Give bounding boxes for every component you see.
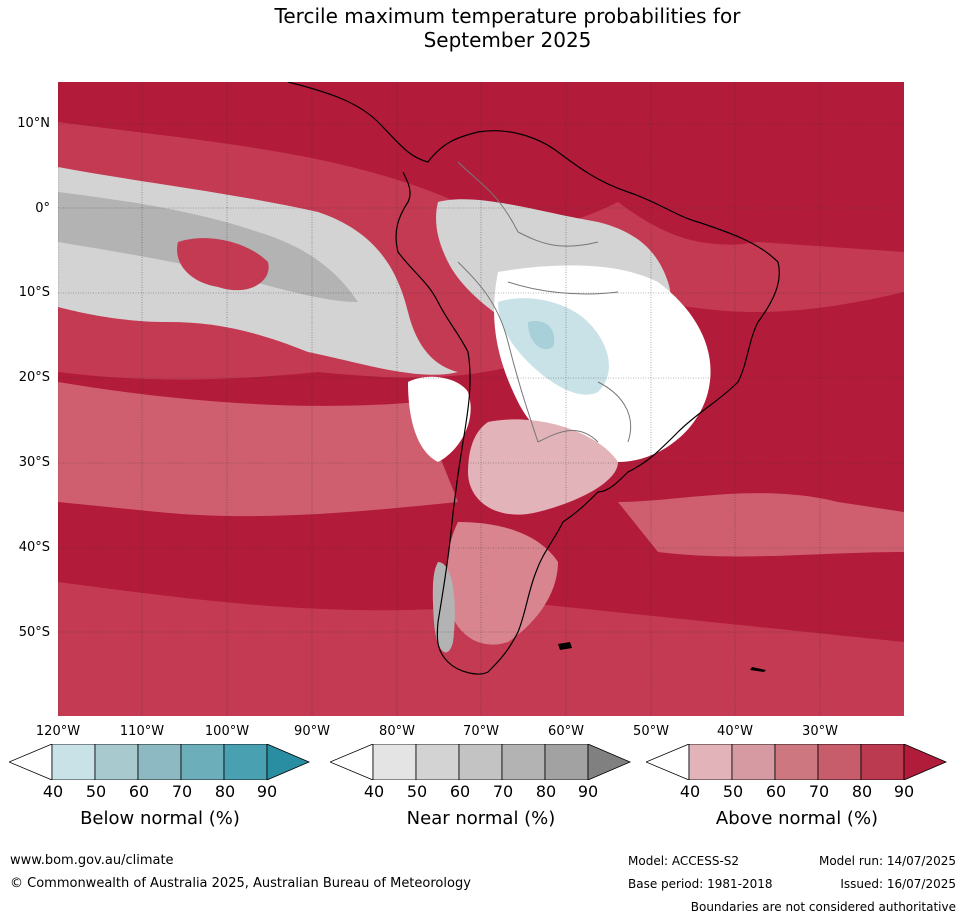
disclaimer-text: Boundaries are not considered authoritat… — [690, 900, 956, 914]
lon-label-70w: 70°W — [463, 724, 499, 739]
above-normal-label: Above normal (%) — [715, 808, 879, 829]
graticule — [58, 82, 904, 716]
lon-label-90w: 90°W — [294, 724, 330, 739]
below-tick-40: 40 — [42, 782, 64, 801]
lon-label-80w: 80°W — [379, 724, 415, 739]
below-tick-80: 80 — [214, 782, 236, 801]
below-normal-label: Below normal (%) — [80, 808, 240, 829]
coastline — [287, 82, 780, 675]
colorbar-swatch — [180, 744, 225, 780]
near-normal-label: Near normal (%) — [406, 808, 556, 829]
below-tick-60: 60 — [128, 782, 150, 801]
lat-label-0: 0° — [35, 201, 50, 216]
colorbar-swatch — [415, 744, 460, 780]
above-tick-70: 70 — [808, 782, 830, 801]
above-tick-80: 80 — [851, 782, 873, 801]
near-normal-colorbar — [330, 744, 632, 780]
lat-label-30s: 30°S — [18, 455, 50, 470]
lon-label-120w: 120°W — [35, 724, 81, 739]
issued-text: Issued: 16/07/2025 — [840, 877, 956, 891]
colorbar-swatch — [731, 744, 776, 780]
lon-label-60w: 60°W — [548, 724, 584, 739]
colorbar-swatch — [458, 744, 503, 780]
below-normal-colorbar — [9, 744, 311, 780]
below-tick-90: 90 — [256, 782, 278, 801]
above-normal-colorbar — [646, 744, 948, 780]
colorbar-swatch — [94, 744, 139, 780]
colorbar-left-extension — [646, 744, 690, 780]
lon-label-50w: 50°W — [633, 724, 669, 739]
colorbar-swatch — [817, 744, 862, 780]
andes-near-normal — [408, 376, 471, 462]
country-borders — [457, 161, 632, 443]
title-line-1: Tercile maximum temperature probabilitie… — [274, 4, 741, 28]
colorbar-left-extension — [9, 744, 53, 780]
pantanal-below-core — [528, 321, 555, 350]
above-tick-40: 40 — [679, 782, 701, 801]
patagonia-near-normal — [432, 562, 455, 653]
lat-label-40s: 40°S — [18, 540, 50, 555]
near-tick-60: 60 — [449, 782, 471, 801]
lat-label-10s: 10°S — [18, 285, 50, 300]
pacific-warm-pocket — [177, 238, 269, 291]
lon-label-40w: 40°W — [717, 724, 753, 739]
below-tick-50: 50 — [85, 782, 107, 801]
title-line-2: September 2025 — [423, 28, 592, 52]
lon-label-30w: 30°W — [802, 724, 838, 739]
near-tick-40: 40 — [363, 782, 385, 801]
colorbar-left-extension — [330, 744, 374, 780]
southern-band — [58, 582, 904, 716]
near-tick-70: 70 — [492, 782, 514, 801]
la-plata-above-low — [468, 419, 618, 515]
colorbar-right-extension — [903, 744, 948, 780]
lat-label-50s: 50°S — [18, 625, 50, 640]
above-normal-swatches — [646, 744, 948, 780]
near-normal-swatches — [330, 744, 632, 780]
colorbar-swatch — [137, 744, 182, 780]
map-title: Tercile maximum temperature probabilitie… — [0, 4, 965, 52]
above-tick-60: 60 — [765, 782, 787, 801]
colorbar-swatch — [372, 744, 417, 780]
south-pacific-band — [58, 382, 458, 517]
south-georgia — [750, 667, 766, 672]
below-normal-swatches — [9, 744, 311, 780]
near-tick-80: 80 — [535, 782, 557, 801]
lon-label-110w: 110°W — [119, 724, 165, 739]
colorbar-swatch — [544, 744, 589, 780]
lon-label-100w: 100°W — [204, 724, 250, 739]
near-tick-90: 90 — [577, 782, 599, 801]
colorbar-swatch — [501, 744, 546, 780]
lat-label-10n: 10°N — [17, 116, 50, 131]
website-link[interactable]: www.bom.gov.au/climate — [10, 853, 174, 868]
colorbar-swatch — [774, 744, 819, 780]
colorbar-right-extension — [587, 744, 632, 780]
near-tick-50: 50 — [406, 782, 428, 801]
model-text: Model: ACCESS-S2 — [628, 854, 740, 868]
model-run-text: Model run: 14/07/2025 — [818, 854, 956, 868]
lat-label-20s: 20°S — [18, 370, 50, 385]
falkland-islands — [558, 642, 572, 650]
above-tick-50: 50 — [722, 782, 744, 801]
above-tick-90: 90 — [893, 782, 915, 801]
colorbar-right-extension — [266, 744, 311, 780]
colorbar-swatch — [223, 744, 268, 780]
pantanal-below-normal — [498, 298, 609, 395]
colorbar-swatch — [688, 744, 733, 780]
probability-map — [58, 82, 904, 716]
base-period-text: Base period: 1981-2018 — [628, 877, 773, 891]
patagonia-above — [446, 522, 558, 645]
colorbar-swatch — [860, 744, 905, 780]
colorbar-swatch — [51, 744, 96, 780]
below-tick-70: 70 — [171, 782, 193, 801]
south-atlantic-band — [618, 493, 904, 557]
copyright-text: © Commonwealth of Australia 2025, Austra… — [10, 876, 471, 891]
